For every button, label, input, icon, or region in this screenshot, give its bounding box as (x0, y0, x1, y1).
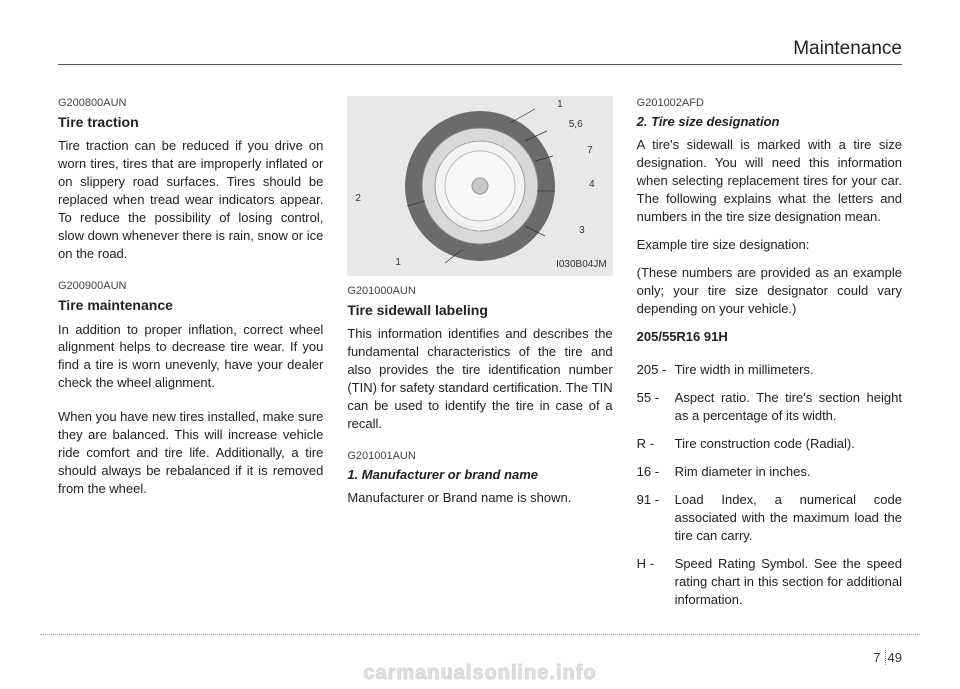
definition-value: Aspect ratio. The tire's section height … (675, 389, 902, 425)
fig-label: 1 (557, 98, 563, 112)
body-text: Manufacturer or Brand name is shown. (347, 489, 612, 507)
definition-key: 205 - (637, 361, 675, 379)
definition-row: R - Tire construction code (Radial). (637, 435, 902, 453)
definition-key: 91 - (637, 491, 675, 545)
fig-label: 3 (579, 224, 585, 238)
definition-value: Tire width in millimeters. (675, 361, 902, 379)
fig-label: 7 (587, 144, 593, 158)
definition-list: 205 - Tire width in millimeters. 55 - As… (637, 361, 902, 608)
heading-tire-size-designation: 2. Tire size designation (637, 113, 902, 131)
section-code: G200900AUN (58, 279, 323, 294)
definition-value: Rim diameter in inches. (675, 463, 902, 481)
fig-label: 1 (395, 256, 401, 270)
definition-value: Speed Rating Symbol. See the speed ratin… (675, 555, 902, 609)
heading-sidewall-labeling: Tire sidewall labeling (347, 301, 612, 320)
definition-key: H - (637, 555, 675, 609)
column-2: MANUFACTURER'S NAME NAME OF TIRE 1 5,6 (347, 96, 612, 619)
column-1: G200800AUN Tire traction Tire traction c… (58, 96, 323, 619)
definition-row: 16 - Rim diameter in inches. (637, 463, 902, 481)
definition-row: 91 - Load Index, a numerical code associ… (637, 491, 902, 545)
definition-key: 16 - (637, 463, 675, 481)
footer-divider (40, 634, 920, 635)
manual-page: Maintenance G200800AUN Tire traction Tir… (0, 0, 960, 689)
fig-label: 4 (589, 178, 595, 192)
section-title: Maintenance (793, 38, 902, 59)
body-text: When you have new tires installed, make … (58, 408, 323, 498)
body-text: A tire's sidewall is marked with a tire … (637, 136, 902, 226)
definition-value: Load Index, a numerical code associated … (675, 491, 902, 545)
heading-tire-traction: Tire traction (58, 113, 323, 132)
content-columns: G200800AUN Tire traction Tire traction c… (58, 96, 902, 619)
heading-manufacturer-name: 1. Manufacturer or brand name (347, 466, 612, 484)
watermark-text: carmanualsonline.info (0, 662, 960, 685)
definition-row: 205 - Tire width in millimeters. (637, 361, 902, 379)
body-text: This information identifies and describe… (347, 325, 612, 433)
body-text: Tire traction can be reduced if you driv… (58, 137, 323, 263)
tire-diagram-svg: MANUFACTURER'S NAME NAME OF TIRE (395, 101, 565, 271)
fig-label: 2 (355, 192, 361, 206)
heading-tire-maintenance: Tire maintenance (58, 296, 323, 315)
body-text: In addition to proper inflation, correct… (58, 321, 323, 393)
tire-size-example: 205/55R16 91H (637, 328, 902, 346)
tire-figure: MANUFACTURER'S NAME NAME OF TIRE 1 5,6 (347, 96, 612, 276)
section-code: G201000AUN (347, 284, 612, 299)
definition-key: 55 - (637, 389, 675, 425)
section-header: Maintenance (58, 38, 902, 65)
column-3: G201002AFD 2. Tire size designation A ti… (637, 96, 902, 619)
section-code: G201002AFD (637, 96, 902, 111)
section-code: G201001AUN (347, 449, 612, 464)
definition-value: Tire construction code (Radial). (675, 435, 902, 453)
definition-key: R - (637, 435, 675, 453)
figure-caption: I030B04JM (556, 258, 607, 272)
section-code: G200800AUN (58, 96, 323, 111)
definition-row: H - Speed Rating Symbol. See the speed r… (637, 555, 902, 609)
body-text: Example tire size designation: (637, 236, 902, 254)
fig-label: 5,6 (569, 118, 583, 132)
definition-row: 55 - Aspect ratio. The tire's section he… (637, 389, 902, 425)
body-text: (These numbers are provided as an exampl… (637, 264, 902, 318)
